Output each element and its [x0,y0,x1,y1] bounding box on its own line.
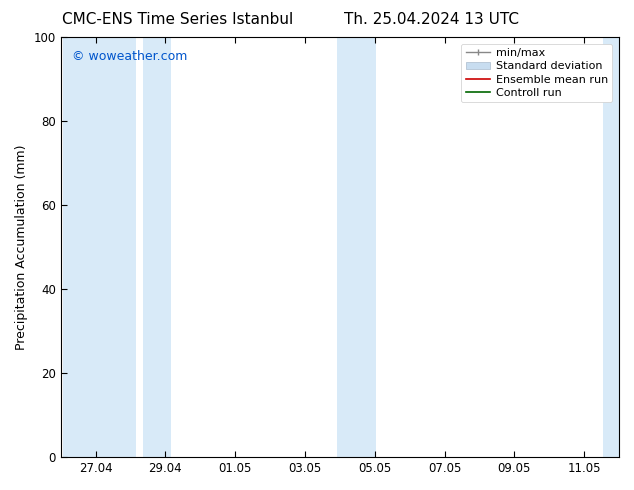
Text: CMC-ENS Time Series Istanbul: CMC-ENS Time Series Istanbul [62,12,293,27]
Text: Th. 25.04.2024 13 UTC: Th. 25.04.2024 13 UTC [344,12,519,27]
Bar [63,37,136,457]
Text: © woweather.com: © woweather.com [72,50,187,63]
Bar [604,37,622,457]
Y-axis label: Precipitation Accumulation (mm): Precipitation Accumulation (mm) [15,145,28,350]
Bar [143,37,171,457]
Bar [337,37,376,457]
Legend: min/max, Standard deviation, Ensemble mean run, Controll run: min/max, Standard deviation, Ensemble me… [461,44,612,102]
